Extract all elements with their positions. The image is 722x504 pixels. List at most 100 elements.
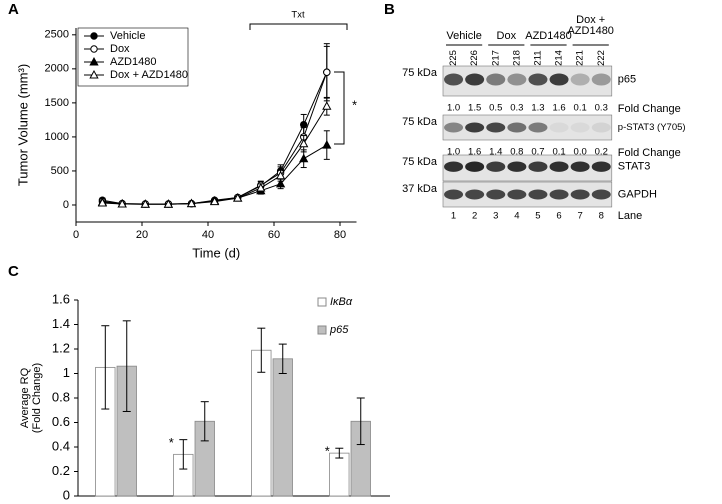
group-label: AZD1480 bbox=[525, 30, 571, 42]
group-label: Vehicle bbox=[446, 30, 481, 42]
annotation: * bbox=[325, 444, 330, 459]
lane-number: 3 bbox=[493, 211, 498, 222]
fold-change: 0.8 bbox=[510, 147, 523, 158]
fold-label: Fold Change bbox=[618, 103, 681, 115]
marker bbox=[233, 193, 243, 202]
row-label: p-STAT3 (Y705) bbox=[618, 122, 686, 133]
sample-id: 226 bbox=[469, 50, 480, 66]
marker bbox=[117, 198, 127, 208]
x-tick-label: 60 bbox=[268, 229, 280, 241]
size-marker: 75 kDa bbox=[402, 156, 438, 168]
marker bbox=[209, 196, 220, 206]
y-tick-label: 500 bbox=[51, 165, 69, 177]
y-axis-label: Average RQ bbox=[19, 367, 31, 428]
legend-marker bbox=[89, 69, 99, 79]
panel-label: B bbox=[384, 1, 395, 18]
group-label: Dox bbox=[497, 30, 517, 42]
lane-number: 2 bbox=[472, 211, 477, 222]
x-axis-label: Time (d) bbox=[192, 245, 240, 260]
fold-change: 0.1 bbox=[552, 147, 565, 158]
blot-band bbox=[486, 161, 506, 172]
sample-id: 222 bbox=[596, 50, 607, 66]
fold-change: 0.3 bbox=[510, 103, 523, 114]
size-marker: 75 kDa bbox=[402, 116, 438, 128]
blot-band bbox=[591, 73, 611, 86]
blot-band bbox=[528, 189, 548, 200]
size-marker: 75 kDa bbox=[402, 67, 438, 79]
fold-change: 1.3 bbox=[531, 103, 544, 114]
panel-label: A bbox=[8, 1, 19, 18]
marker bbox=[323, 68, 331, 76]
lane-number: 8 bbox=[599, 211, 604, 222]
blot-band bbox=[444, 161, 464, 172]
blot-band bbox=[465, 189, 485, 200]
y-tick-label: 1.2 bbox=[52, 340, 70, 355]
y-tick-label: 0 bbox=[63, 199, 69, 211]
lane-number: 7 bbox=[578, 211, 583, 222]
x-tick-label: 80 bbox=[334, 229, 346, 241]
sample-id: 217 bbox=[490, 50, 501, 66]
blot-band bbox=[465, 122, 485, 133]
blot-band bbox=[444, 189, 464, 200]
annotation: * bbox=[352, 97, 357, 112]
bar bbox=[329, 452, 350, 497]
fold-change: 1.5 bbox=[468, 103, 481, 114]
fold-change: 0.7 bbox=[531, 147, 544, 158]
sample-id: 221 bbox=[575, 50, 586, 66]
legend-label: Dox + AZD1480 bbox=[110, 69, 188, 81]
x-tick-label: 0 bbox=[73, 229, 79, 241]
fold-change: 0.3 bbox=[595, 103, 608, 114]
row-label: p65 bbox=[618, 73, 636, 85]
blot-band bbox=[570, 122, 590, 133]
marker bbox=[186, 198, 197, 208]
blot-band bbox=[591, 189, 611, 200]
series-line bbox=[102, 72, 328, 205]
fold-change: 1.6 bbox=[552, 103, 565, 114]
y-tick-label: 0.8 bbox=[52, 389, 70, 404]
y-tick-label: 0 bbox=[63, 487, 70, 502]
blot-band bbox=[549, 73, 569, 86]
blot-band bbox=[507, 73, 527, 86]
group-label: Dox + bbox=[576, 14, 605, 26]
blot-band bbox=[486, 73, 506, 86]
y-tick-label: 1000 bbox=[45, 131, 69, 143]
x-tick-label: Vehicle bbox=[99, 503, 134, 504]
y-tick-label: 2000 bbox=[45, 63, 69, 75]
marker bbox=[322, 140, 332, 149]
x-tick-label: Dox + bbox=[336, 503, 365, 504]
annotation: * bbox=[169, 435, 174, 450]
legend-marker bbox=[90, 32, 98, 40]
y-tick-label: 0.4 bbox=[52, 438, 70, 453]
sample-id: 211 bbox=[532, 50, 543, 65]
fold-label: Fold Change bbox=[618, 147, 681, 159]
x-tick-label: Dox bbox=[185, 503, 205, 504]
legend-label: Dox bbox=[110, 43, 130, 55]
fold-change: 1.6 bbox=[468, 147, 481, 158]
lane-number: 1 bbox=[451, 211, 456, 222]
blot-band bbox=[507, 189, 527, 200]
y-tick-label: 1500 bbox=[45, 97, 69, 109]
y-tick-label: 0.2 bbox=[52, 463, 70, 478]
legend-swatch bbox=[317, 325, 327, 335]
marker bbox=[275, 170, 286, 180]
legend-marker bbox=[89, 56, 99, 66]
row-label: STAT3 bbox=[618, 161, 651, 173]
marker bbox=[97, 197, 108, 207]
x-tick-label: 40 bbox=[202, 229, 214, 241]
series-line bbox=[102, 106, 328, 205]
blot-band bbox=[591, 161, 611, 172]
marker bbox=[163, 199, 174, 208]
blot-band bbox=[507, 122, 527, 133]
blot-band bbox=[549, 122, 569, 133]
x-tick-label: 20 bbox=[136, 229, 148, 241]
legend-swatch bbox=[317, 297, 327, 307]
blot-band bbox=[528, 73, 548, 86]
y-tick-label: 1.4 bbox=[52, 316, 70, 331]
y-tick-label: 0.6 bbox=[52, 414, 70, 429]
row-label: GAPDH bbox=[618, 188, 657, 200]
y-tick-label: 1 bbox=[63, 365, 70, 380]
blot-band bbox=[528, 122, 548, 133]
blot-band bbox=[465, 73, 485, 86]
x-tick-label: AZD1480 bbox=[250, 503, 296, 504]
